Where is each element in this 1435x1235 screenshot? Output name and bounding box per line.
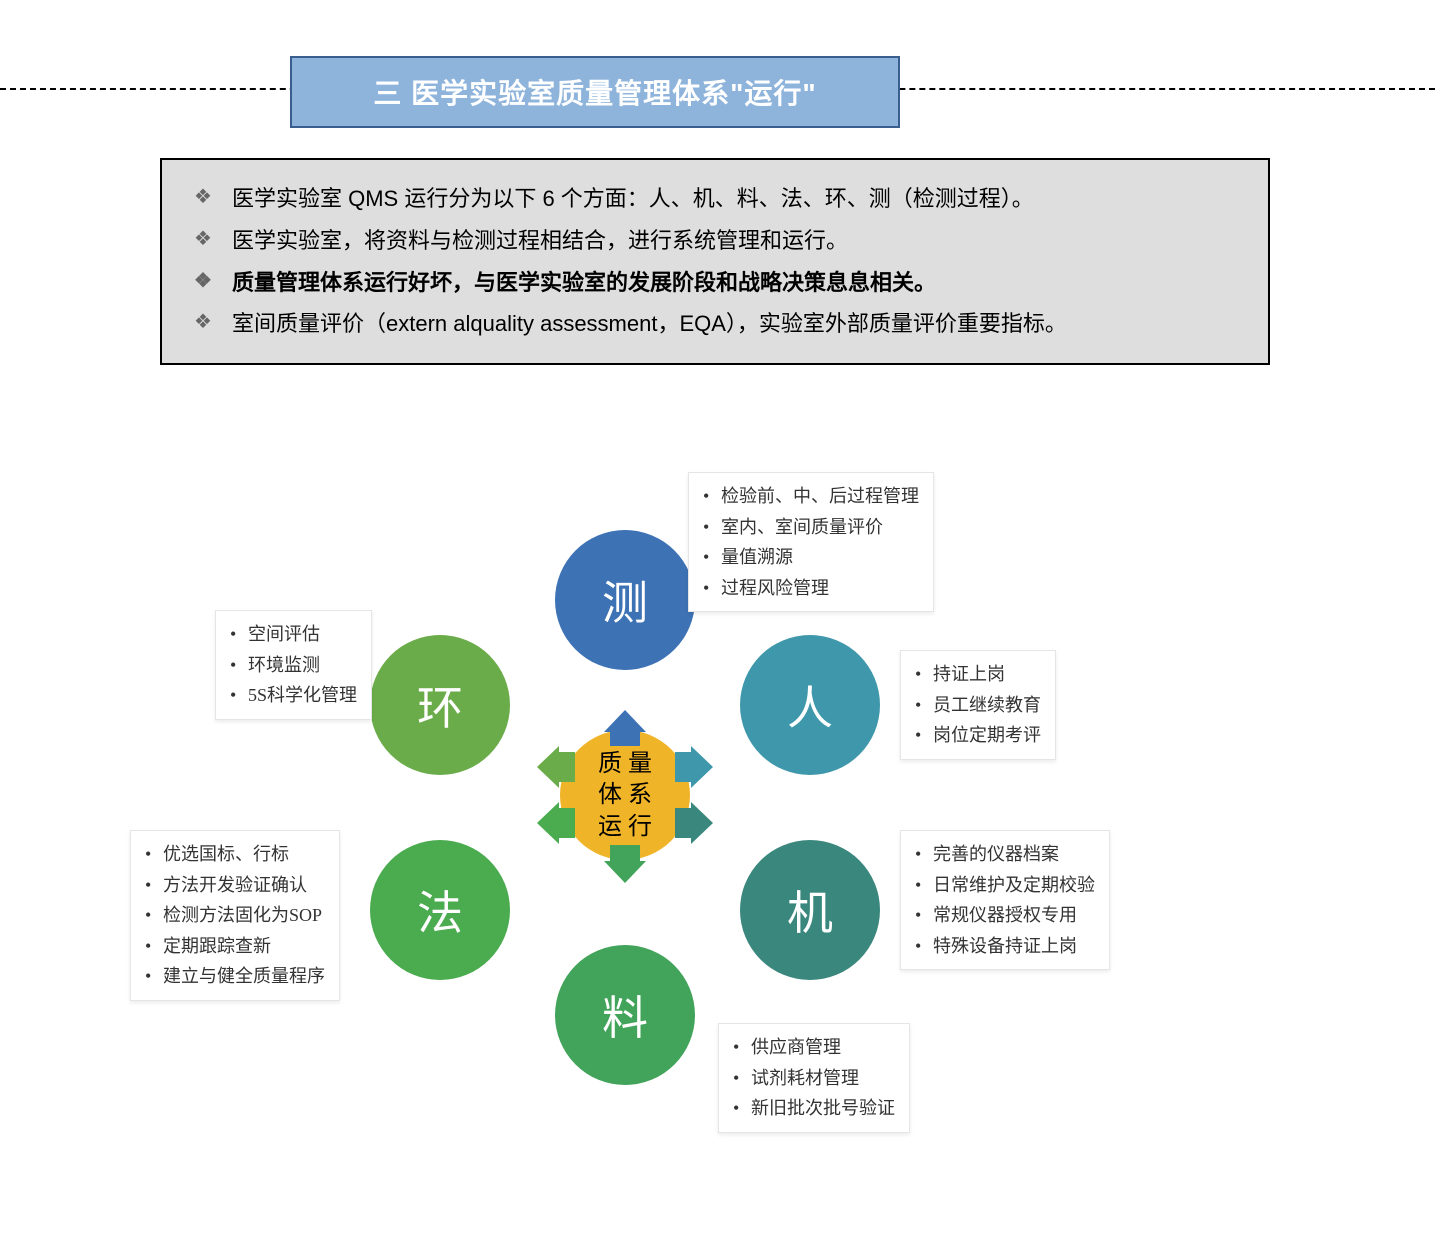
- detail-item: 完善的仪器档案: [911, 839, 1095, 870]
- detail-item: 特殊设备持证上岗: [911, 931, 1095, 962]
- arrow-ren: [675, 752, 693, 782]
- detail-item: 员工继续教育: [911, 690, 1041, 721]
- center-node: 质量 体系 运行: [560, 730, 690, 860]
- detail-item: 过程风险管理: [699, 573, 919, 604]
- detail-item: 供应商管理: [729, 1032, 895, 1063]
- summary-item: 医学实验室 QMS 运行分为以下 6 个方面：人、机、料、法、环、测（检测过程）…: [190, 178, 1240, 220]
- detail-item: 量值溯源: [699, 542, 919, 573]
- detail-item: 检测方法固化为SOP: [141, 900, 325, 931]
- detail-item: 建立与健全质量程序: [141, 961, 325, 992]
- arrow-fa: [537, 808, 575, 838]
- detail-item: 室内、室间质量评价: [699, 512, 919, 543]
- summary-item: 室间质量评价（extern alquality assessment，EQA），…: [190, 303, 1240, 345]
- node-liao: 料: [555, 945, 695, 1085]
- detail-item: 新旧批次批号验证: [729, 1093, 895, 1124]
- arrow-ji: [675, 808, 693, 838]
- detail-item: 空间评估: [226, 619, 357, 650]
- arrow-liao: [610, 845, 640, 863]
- arrow-ce: [610, 710, 640, 746]
- node-huan: 环: [370, 635, 510, 775]
- detail-fa: 优选国标、行标方法开发验证确认检测方法固化为SOP定期跟踪查新建立与健全质量程序: [130, 830, 340, 1001]
- detail-huan: 空间评估环境监测5S科学化管理: [215, 610, 372, 720]
- detail-item: 检验前、中、后过程管理: [699, 481, 919, 512]
- node-ji: 机: [740, 840, 880, 980]
- detail-ren: 持证上岗员工继续教育岗位定期考评: [900, 650, 1056, 760]
- detail-item: 环境监测: [226, 650, 357, 681]
- summary-list: 医学实验室 QMS 运行分为以下 6 个方面：人、机、料、法、环、测（检测过程）…: [190, 178, 1240, 345]
- detail-item: 定期跟踪查新: [141, 931, 325, 962]
- summary-box: 医学实验室 QMS 运行分为以下 6 个方面：人、机、料、法、环、测（检测过程）…: [160, 158, 1270, 365]
- detail-ji: 完善的仪器档案日常维护及定期校验常规仪器授权专用特殊设备持证上岗: [900, 830, 1110, 970]
- detail-item: 方法开发验证确认: [141, 870, 325, 901]
- detail-liao: 供应商管理试剂耗材管理新旧批次批号验证: [718, 1023, 910, 1133]
- detail-item: 日常维护及定期校验: [911, 870, 1095, 901]
- detail-item: 岗位定期考评: [911, 720, 1041, 751]
- detail-item: 试剂耗材管理: [729, 1063, 895, 1094]
- section-title-banner: 三 医学实验室质量管理体系"运行": [290, 56, 900, 128]
- arrow-huan: [537, 752, 575, 782]
- detail-item: 优选国标、行标: [141, 839, 325, 870]
- detail-item: 持证上岗: [911, 659, 1041, 690]
- detail-item: 常规仪器授权专用: [911, 900, 1095, 931]
- summary-item: 医学实验室，将资料与检测过程相结合，进行系统管理和运行。: [190, 220, 1240, 262]
- detail-item: 5S科学化管理: [226, 680, 357, 711]
- summary-item: 质量管理体系运行好坏，与医学实验室的发展阶段和战略决策息息相关。: [190, 262, 1240, 304]
- section-title-text: 三 医学实验室质量管理体系"运行": [373, 72, 816, 112]
- node-ren: 人: [740, 635, 880, 775]
- detail-ce: 检验前、中、后过程管理室内、室间质量评价量值溯源过程风险管理: [688, 472, 934, 612]
- qms-diagram: 质量 体系 运行测检验前、中、后过程管理室内、室间质量评价量值溯源过程风险管理人…: [0, 460, 1435, 1220]
- node-ce: 测: [555, 530, 695, 670]
- node-fa: 法: [370, 840, 510, 980]
